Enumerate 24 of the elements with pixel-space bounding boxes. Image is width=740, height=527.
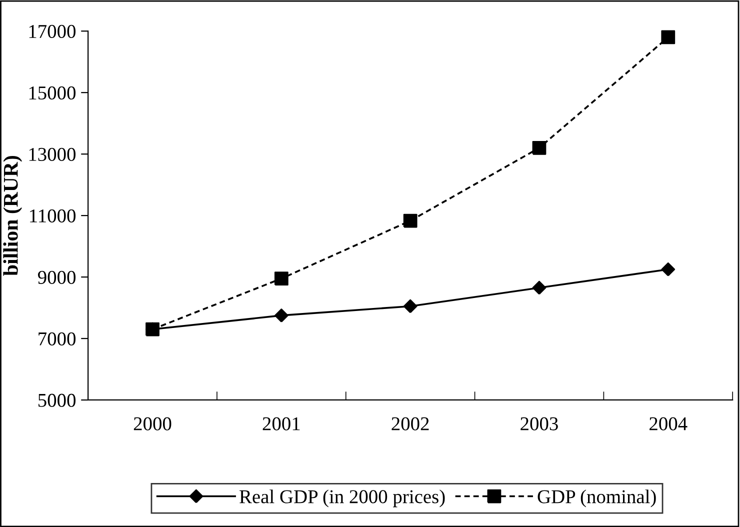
point bbox=[403, 214, 418, 228]
point bbox=[274, 272, 288, 286]
legend-label: Real GDP (in 2000 prices) bbox=[240, 490, 445, 508]
point bbox=[274, 308, 288, 322]
point bbox=[146, 322, 160, 336]
y-axis-title: billion (RUR) bbox=[3, 156, 22, 276]
point bbox=[403, 299, 418, 314]
y-tick-label: 13000 bbox=[29, 148, 76, 161]
y-tick-label: 5000 bbox=[38, 394, 76, 407]
point bbox=[532, 280, 546, 295]
x-tick-label: 2003 bbox=[520, 417, 558, 430]
y-tick-label: 7000 bbox=[38, 332, 76, 346]
y-tick-label: 17000 bbox=[29, 24, 76, 38]
x-tick-label: 2002 bbox=[392, 417, 429, 430]
point bbox=[532, 140, 546, 155]
y-tick-label: 15000 bbox=[29, 86, 76, 100]
y-tick-label: 11000 bbox=[30, 209, 76, 222]
point bbox=[661, 30, 676, 44]
legend-label: GDP (nominal) bbox=[538, 490, 656, 508]
x-tick-label: 2004 bbox=[650, 417, 688, 430]
point bbox=[661, 262, 676, 276]
y-tick-label: 9000 bbox=[38, 270, 76, 284]
x-tick-label: 2001 bbox=[262, 417, 300, 430]
x-tick-label: 2000 bbox=[134, 417, 172, 430]
